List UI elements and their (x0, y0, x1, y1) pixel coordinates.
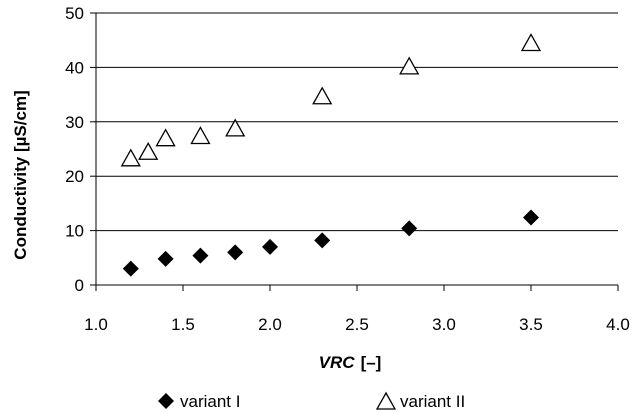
y-tick-label: 0 (75, 276, 84, 295)
x-tick-labels: 1.0 1.5 2.0 2.5 3.0 3.5 4.0 (84, 315, 630, 334)
legend-marker-variant-ii (375, 391, 397, 410)
legend: variant I variant II (158, 391, 465, 411)
point-variant-i (122, 260, 139, 277)
point-variant-ii (520, 33, 542, 52)
x-tick-label: 1.0 (84, 315, 108, 334)
point-variant-i (401, 220, 418, 237)
x-axis-label-main: VRC (319, 353, 356, 372)
x-tick-label: 2.0 (258, 315, 282, 334)
x-tick-label: 2.5 (345, 315, 369, 334)
legend-label-variant-ii: variant II (400, 392, 465, 411)
gridlines (96, 12, 618, 232)
y-tick-label: 20 (65, 167, 84, 186)
y-axis-label: Conductivity [µS/cm] (11, 90, 30, 259)
point-variant-ii (312, 86, 333, 105)
point-variant-i (262, 238, 278, 255)
y-tick-label: 50 (65, 4, 84, 23)
x-tick-label: 4.0 (606, 315, 630, 334)
axes (90, 12, 619, 291)
x-tick-label: 3.5 (519, 315, 543, 334)
y-tick-label: 30 (65, 113, 84, 132)
point-variant-ii (225, 118, 246, 137)
x-axis-label-unit: [–] (361, 353, 382, 372)
point-variant-i (314, 232, 331, 249)
point-variant-ii (155, 128, 176, 147)
x-axis-label: VRC [–] (319, 353, 382, 372)
y-tick-label: 10 (65, 222, 84, 241)
data-points (120, 33, 542, 277)
point-variant-ii (399, 56, 420, 75)
x-tick-label: 3.0 (432, 315, 456, 334)
point-variant-ii (120, 148, 141, 167)
legend-marker-variant-i (158, 393, 174, 409)
point-variant-i (227, 244, 244, 261)
point-variant-i (523, 209, 539, 226)
point-variant-i (192, 247, 209, 264)
point-variant-ii (190, 126, 211, 145)
point-variant-ii (138, 141, 159, 160)
y-tick-labels: 0 10 20 30 40 50 (65, 4, 84, 295)
y-tick-label: 40 (65, 58, 84, 77)
x-tick-label: 1.5 (171, 315, 195, 334)
legend-label-variant-i: variant I (180, 392, 240, 411)
point-variant-i (157, 250, 174, 267)
